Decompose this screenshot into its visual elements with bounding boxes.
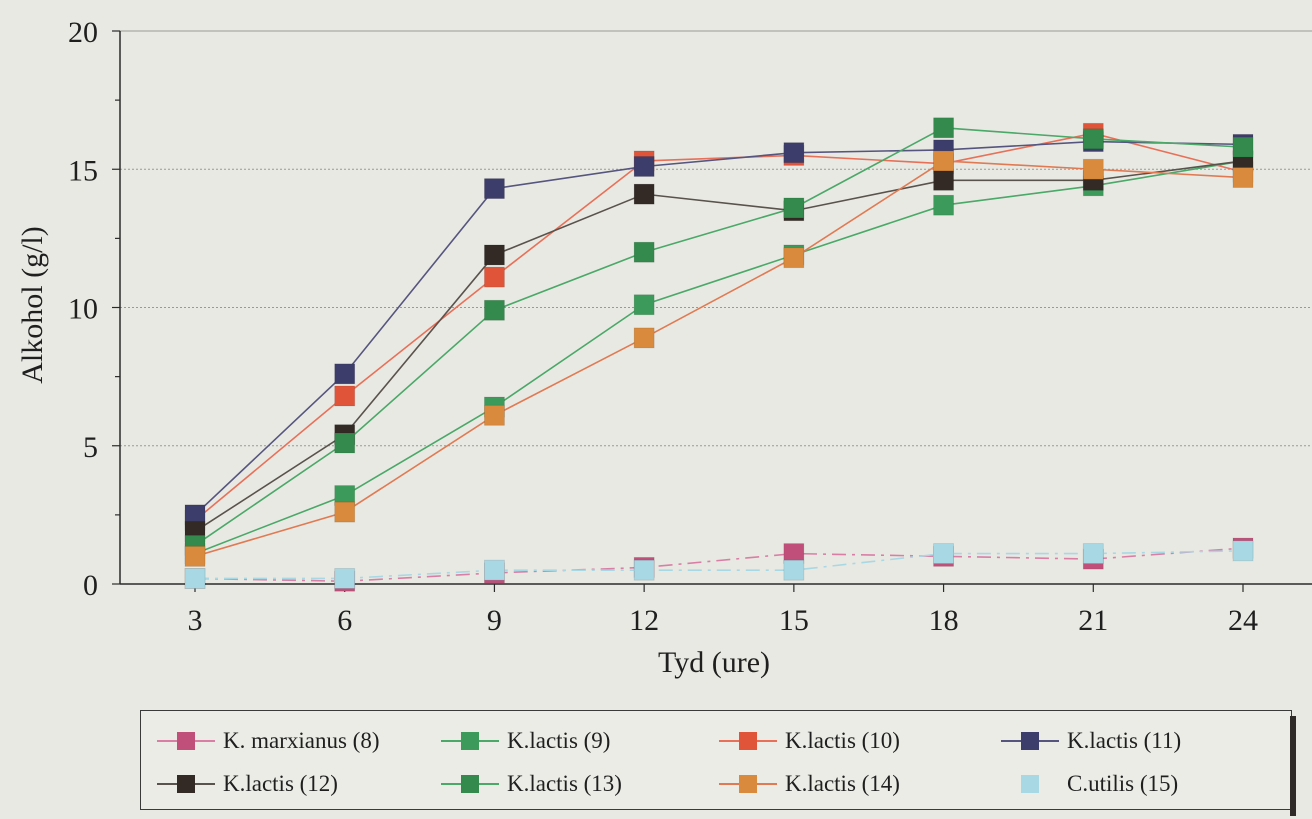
data-point-k-lactis-14-18 bbox=[933, 150, 954, 172]
data-point-c-utilis-15-12 bbox=[633, 559, 655, 581]
data-point-k-lactis-14-24 bbox=[1232, 167, 1254, 188]
x-tick-label-21: 21 bbox=[1078, 604, 1108, 637]
x-tick-label-18: 18 bbox=[929, 604, 959, 637]
series-line-k-lactis-13 bbox=[194, 126, 1244, 546]
data-point-c-utilis-15-21 bbox=[1082, 543, 1104, 564]
legend-label: K.lactis (12) bbox=[223, 771, 338, 796]
legend-swatch bbox=[155, 723, 217, 759]
data-point-c-utilis-15-9 bbox=[484, 559, 505, 581]
data-point-k-lactis-13-21 bbox=[1082, 128, 1104, 150]
series-k-lactis-14 bbox=[184, 150, 1254, 567]
data-point-k-lactis-12-12 bbox=[633, 183, 655, 205]
data-point-k-lactis-11-6 bbox=[334, 363, 356, 385]
x-tick-label-12: 12 bbox=[629, 604, 659, 637]
series-lines bbox=[184, 117, 1254, 592]
series-line-k-lactis-9 bbox=[194, 160, 1244, 555]
data-point-k-lactis-14-6 bbox=[334, 501, 356, 523]
data-point-k-lactis-14-21 bbox=[1082, 158, 1104, 180]
data-point-k-lactis-14-3 bbox=[184, 545, 206, 567]
data-point-k-lactis-13-6 bbox=[334, 432, 356, 454]
data-point-k-lactis-14-9 bbox=[484, 404, 505, 426]
legend-swatch bbox=[439, 766, 501, 802]
legend-label: K.lactis (14) bbox=[785, 771, 900, 796]
x-tick-label-3: 3 bbox=[188, 604, 203, 637]
legend-item-k-lactis-12: K.lactis (12) bbox=[155, 766, 338, 802]
series-line-k-lactis-12 bbox=[194, 160, 1244, 533]
data-point-c-utilis-15-24 bbox=[1232, 540, 1254, 562]
legend-item-k-lactis-14: K.lactis (14) bbox=[717, 766, 900, 802]
data-point-k-lactis-10-6 bbox=[334, 385, 356, 407]
data-point-k-lactis-13-18 bbox=[933, 117, 954, 139]
data-point-k-lactis-9-18 bbox=[933, 194, 954, 216]
x-tick-label-15: 15 bbox=[779, 604, 809, 637]
x-tick-label-24: 24 bbox=[1228, 604, 1258, 637]
series-line-k-lactis-11 bbox=[194, 140, 1244, 516]
legend-label: K.lactis (13) bbox=[507, 771, 622, 796]
data-point-c-utilis-15-15 bbox=[783, 559, 805, 581]
data-point-c-utilis-15-6 bbox=[334, 568, 356, 589]
axes bbox=[112, 30, 1244, 592]
y-tick-label-15: 15 bbox=[68, 154, 98, 187]
data-point-k-lactis-11-9 bbox=[484, 178, 505, 200]
legend-swatch bbox=[717, 766, 779, 802]
legend-shadow-edge bbox=[1290, 716, 1296, 816]
legend-item-k-lactis-9: K.lactis (9) bbox=[439, 723, 610, 759]
y-tick-label-20: 20 bbox=[68, 16, 98, 49]
x-axis-title: Tyd (ure) bbox=[658, 646, 770, 679]
legend-item-k-lactis-13: K.lactis (13) bbox=[439, 766, 622, 802]
data-point-k-lactis-11-15 bbox=[783, 142, 805, 164]
series-line-k-marxianus-8 bbox=[194, 547, 1244, 583]
grid-lines bbox=[120, 30, 1312, 585]
x-tick-label-9: 9 bbox=[487, 604, 502, 637]
series-k-lactis-13 bbox=[184, 117, 1254, 556]
series-c-utilis-15 bbox=[184, 540, 1254, 589]
y-tick-label-0: 0 bbox=[83, 569, 98, 602]
legend-label: K.lactis (11) bbox=[1067, 728, 1182, 753]
series-line-c-utilis-15 bbox=[195, 550, 1244, 580]
data-point-k-lactis-14-15 bbox=[783, 247, 805, 269]
legend-item-k-lactis-11: K.lactis (11) bbox=[999, 723, 1181, 759]
series-k-lactis-9 bbox=[184, 150, 1254, 564]
data-point-k-lactis-14-12 bbox=[633, 327, 655, 349]
x-tick-label-6: 6 bbox=[337, 604, 352, 637]
data-point-c-utilis-15-18 bbox=[933, 543, 954, 564]
legend-swatch bbox=[439, 723, 501, 759]
data-point-k-lactis-12-18 bbox=[933, 169, 954, 191]
legend-item-k-lactis-10: K.lactis (10) bbox=[717, 723, 900, 759]
data-point-k-lactis-10-9 bbox=[484, 266, 505, 288]
legend-label: K. marxianus (8) bbox=[223, 728, 380, 753]
legend-swatch bbox=[999, 723, 1061, 759]
y-tick-label-5: 5 bbox=[83, 431, 98, 464]
data-point-k-lactis-13-15 bbox=[783, 197, 805, 219]
data-point-k-lactis-9-12 bbox=[633, 294, 655, 316]
y-tick-labels: 0 5 10 15 20 bbox=[68, 16, 98, 602]
data-point-k-lactis-13-9 bbox=[484, 299, 505, 321]
data-point-k-lactis-13-12 bbox=[633, 241, 655, 263]
series-k-lactis-12 bbox=[184, 150, 1254, 542]
y-tick-label-10: 10 bbox=[68, 293, 98, 326]
legend-label: C.utilis (15) bbox=[1067, 771, 1179, 796]
data-point-k-lactis-11-12 bbox=[633, 156, 655, 177]
series-line-k-lactis-10 bbox=[194, 132, 1244, 522]
legend-label: K.lactis (10) bbox=[785, 728, 900, 753]
legend-swatch bbox=[155, 766, 217, 802]
legend-label: K.lactis (9) bbox=[507, 728, 611, 753]
y-axis-title: Alkohol (g/l) bbox=[16, 226, 49, 384]
data-point-c-utilis-15-3 bbox=[184, 568, 206, 589]
legend-swatch bbox=[999, 766, 1061, 802]
legend: K. marxianus (8) K.lactis (9) K.lactis (10… bbox=[140, 710, 1292, 810]
legend-swatch bbox=[717, 723, 779, 759]
data-point-k-lactis-12-9 bbox=[484, 244, 505, 266]
legend-item-c-utilis-15: C.utilis (15) bbox=[999, 766, 1178, 802]
x-tick-labels: 3 6 9 12 15 18 21 24 bbox=[188, 604, 1259, 637]
series-line-k-lactis-14 bbox=[194, 160, 1244, 558]
legend-item-k-marxianus-8: K. marxianus (8) bbox=[155, 723, 380, 759]
data-point-k-lactis-13-24 bbox=[1232, 136, 1254, 158]
